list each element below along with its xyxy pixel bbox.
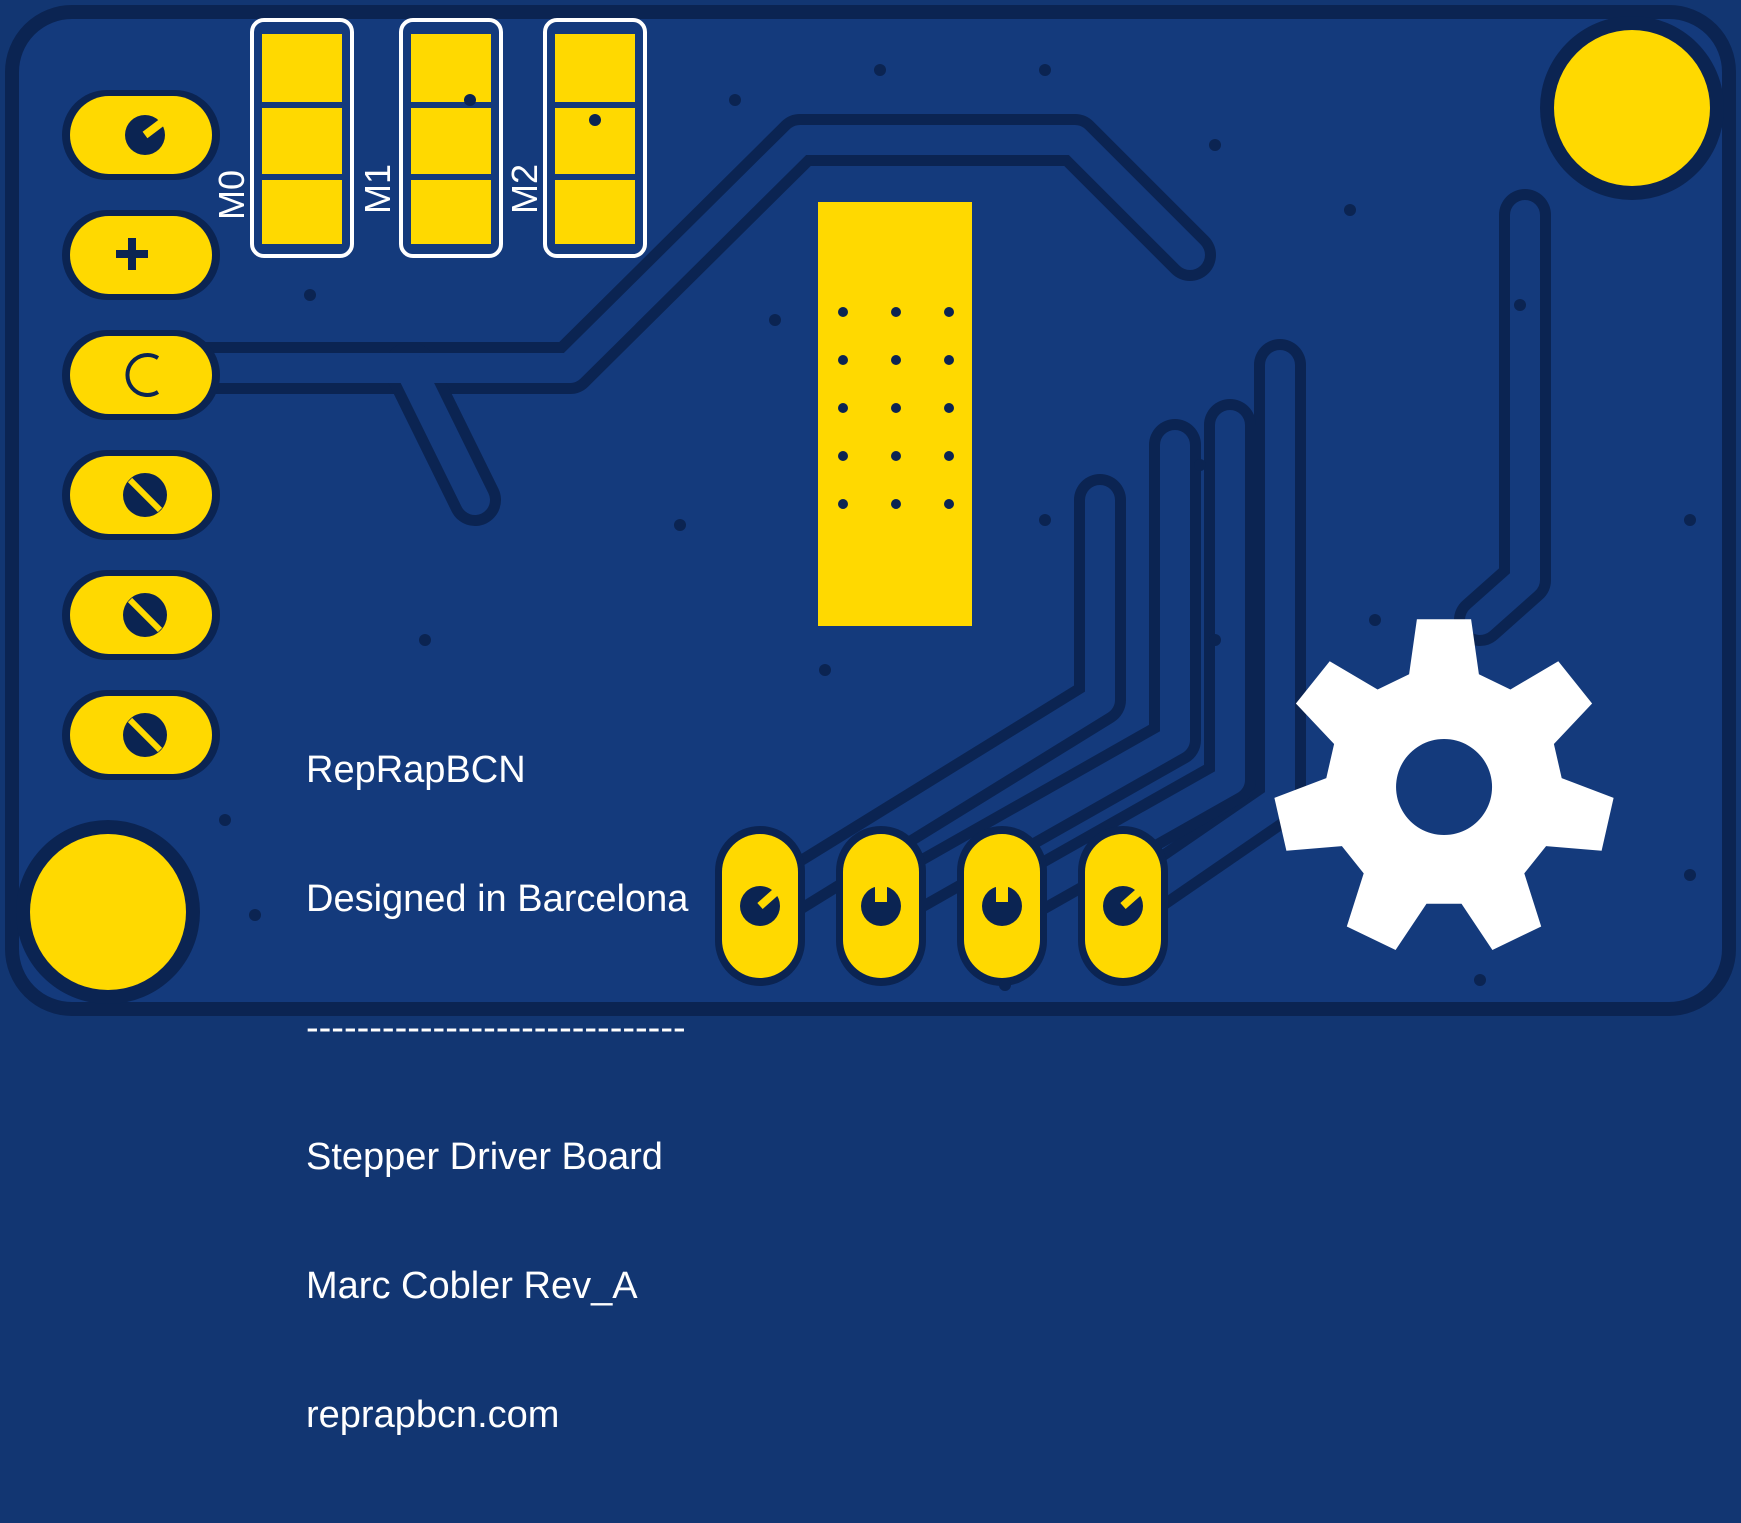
thermal-via <box>944 355 954 365</box>
jumper-m2 <box>543 18 647 258</box>
thermal-via <box>891 307 901 317</box>
stitching-via <box>1369 614 1381 626</box>
pin-pad <box>836 826 926 986</box>
stitching-via <box>769 314 781 326</box>
silkscreen-line-author: Marc Cobler Rev_A <box>306 1265 638 1307</box>
thermal-via <box>891 403 901 413</box>
stitching-via <box>249 909 261 921</box>
stitching-via <box>819 664 831 676</box>
stitching-via <box>1039 514 1051 526</box>
stitching-via <box>1194 459 1206 471</box>
silkscreen-line-brand: RepRapBCN <box>306 749 526 791</box>
stitching-via <box>729 94 741 106</box>
stitching-via <box>1684 514 1696 526</box>
pin-pad <box>62 210 220 300</box>
pcb-board: M0 M1 M2 RepRapBCN Designed in Barcelona… <box>5 5 1736 1436</box>
jumper-label-m2: M2 <box>504 163 545 214</box>
jumper-m1 <box>399 18 503 258</box>
thermal-via <box>944 499 954 509</box>
pin-header-bottom <box>715 826 1168 986</box>
stitching-via <box>1684 869 1696 881</box>
mounting-holes <box>16 16 1724 1004</box>
silkscreen-line-website: reprapbcn.com <box>306 1394 560 1436</box>
stitching-via <box>304 289 316 301</box>
jumper-m0 <box>250 18 354 258</box>
stitching-via <box>999 979 1011 991</box>
stitching-vias <box>219 64 1696 991</box>
pin-pad <box>957 826 1047 986</box>
stitching-via <box>219 814 231 826</box>
silkscreen-line-divider: ------------------------------ <box>306 1007 686 1049</box>
thermal-via <box>838 355 848 365</box>
jumper-label-m1: M1 <box>357 163 398 214</box>
stitching-via <box>419 634 431 646</box>
silkscreen-line-product: Stepper Driver Board <box>306 1136 663 1178</box>
stitching-via <box>1039 64 1051 76</box>
thermal-via <box>838 499 848 509</box>
thermal-via <box>838 451 848 461</box>
jumper-blocks <box>250 18 647 258</box>
thermal-via <box>944 307 954 317</box>
stitching-via <box>464 94 476 106</box>
pin-pad <box>62 570 220 660</box>
stitching-via <box>589 114 601 126</box>
pin-pad <box>62 690 220 780</box>
pin-pad <box>62 450 220 540</box>
pin-pad <box>715 826 805 986</box>
silkscreen-text-block: RepRapBCN Designed in Barcelona --------… <box>306 663 688 1523</box>
stitching-via <box>1344 204 1356 216</box>
stitching-via <box>874 64 886 76</box>
mounting-hole-bottom-left <box>30 834 186 990</box>
pcb-artwork <box>5 5 1736 1016</box>
silkscreen-line-origin: Designed in Barcelona <box>306 878 689 920</box>
thermal-via <box>838 403 848 413</box>
mounting-hole-top-right <box>1554 30 1710 186</box>
pin-pad <box>62 90 220 180</box>
thermal-via-array <box>838 307 954 509</box>
stitching-via <box>1474 974 1486 986</box>
stitching-via <box>1209 634 1221 646</box>
stitching-via <box>1209 139 1221 151</box>
thermal-pad <box>818 202 972 626</box>
thermal-pad-copper <box>818 202 972 626</box>
thermal-via <box>891 499 901 509</box>
pin-header-left <box>62 90 220 780</box>
pin-pad <box>62 330 220 420</box>
stitching-via <box>674 519 686 531</box>
stitching-via <box>1514 299 1526 311</box>
thermal-via <box>891 451 901 461</box>
thermal-via <box>838 307 848 317</box>
thermal-via <box>944 403 954 413</box>
thermal-via <box>891 355 901 365</box>
pin-pad <box>1078 826 1168 986</box>
jumper-label-m0: M0 <box>211 169 252 220</box>
open-hardware-gear-icon <box>1274 619 1614 950</box>
thermal-via <box>944 451 954 461</box>
